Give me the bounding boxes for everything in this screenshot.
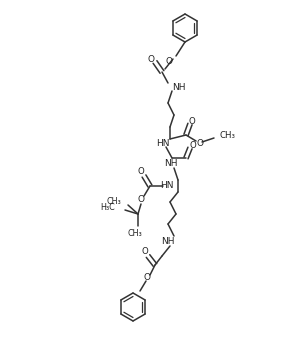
Text: O: O [138, 168, 144, 176]
Text: O: O [142, 248, 148, 256]
Text: NH: NH [172, 82, 185, 92]
Text: O: O [189, 117, 195, 126]
Text: O: O [137, 196, 145, 205]
Text: CH₃: CH₃ [128, 228, 142, 237]
Text: O: O [190, 141, 196, 149]
Text: HN: HN [156, 139, 170, 147]
Text: O: O [197, 139, 204, 147]
Text: HN: HN [160, 182, 174, 190]
Text: NH: NH [161, 237, 175, 247]
Text: H₃C: H₃C [100, 203, 115, 212]
Text: O: O [166, 56, 172, 66]
Text: O: O [143, 274, 151, 282]
Text: NH: NH [164, 159, 178, 169]
Text: CH₃: CH₃ [220, 132, 236, 141]
Text: CH₃: CH₃ [106, 197, 121, 206]
Text: O: O [147, 54, 154, 64]
